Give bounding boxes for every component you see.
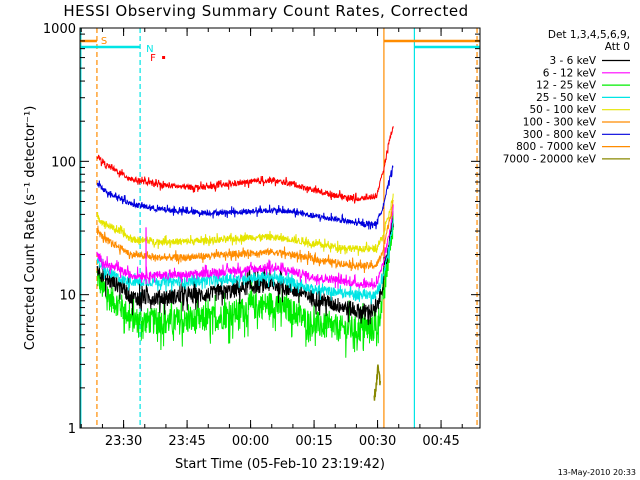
plot-area: S NF <box>80 28 480 428</box>
legend-label: 12 - 25 keV <box>536 80 597 92</box>
y-tick-label: 1000 <box>43 22 76 37</box>
x-axis-label: Start Time (05-Feb-10 23:19:42) <box>175 457 385 472</box>
plot-frame <box>79 27 481 429</box>
y-tick-label: 1 <box>68 422 76 437</box>
legend-label: 7000 - 20000 keV <box>503 153 597 165</box>
chart-title: HESSI Observing Summary Count Rates, Cor… <box>63 2 468 20</box>
legend-label: 6 - 12 keV <box>543 67 597 79</box>
legend-label: 100 - 300 keV <box>523 117 597 129</box>
legend-label: 3 - 6 keV <box>549 55 596 67</box>
series-line-8 <box>373 364 382 401</box>
x-axis: 23:30 23:45 00:00 00:15 00:30 00:45 <box>80 28 463 449</box>
y-axis-label: Corrected Count Rate (s⁻¹ detector⁻¹) <box>23 106 38 351</box>
timestamp: 13-May-2010 20:33 <box>558 468 636 477</box>
y-tick-label: 100 <box>51 155 76 170</box>
series-line-2 <box>96 210 394 358</box>
x-tick-label: 23:30 <box>105 434 142 449</box>
legend-label: 50 - 100 keV <box>529 104 596 116</box>
x-tick-label: 00:45 <box>422 434 459 449</box>
x-tick-label: 23:45 <box>168 434 205 449</box>
y-axis: 1 10 100 1000 <box>43 22 480 437</box>
y-tick-label: 10 <box>59 289 76 304</box>
s-flag-label: S <box>101 36 107 47</box>
legend-label: 25 - 50 keV <box>536 92 597 104</box>
series-line-6 <box>96 165 394 230</box>
legend-header-line-1: Det 1,3,4,5,6,9, <box>548 29 630 41</box>
flare-marker <box>162 56 166 59</box>
legend-label: 300 - 800 keV <box>523 129 597 141</box>
n-flag-label: N <box>146 44 153 55</box>
legend-label: 800 - 7000 keV <box>516 141 597 153</box>
series-line-9 <box>96 126 394 204</box>
f-flag-label: F <box>150 53 156 64</box>
x-tick-label: 00:15 <box>295 434 332 449</box>
legend-header-line-2: Att 0 <box>605 41 630 53</box>
x-tick-label: 00:00 <box>232 434 269 449</box>
x-tick-label: 00:30 <box>359 434 396 449</box>
